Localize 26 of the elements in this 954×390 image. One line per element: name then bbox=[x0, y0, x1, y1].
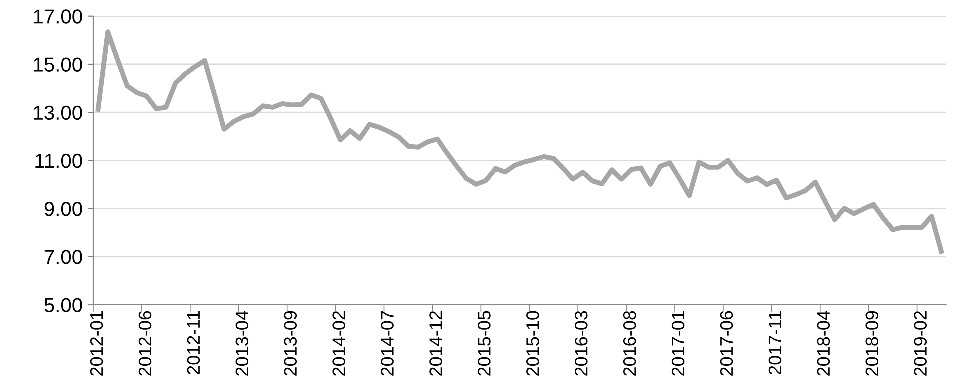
y-tick-label: 5.00 bbox=[44, 298, 82, 312]
x-tick-label: 2019-02 bbox=[914, 311, 927, 376]
x-tick-label: 2018-09 bbox=[866, 311, 879, 376]
y-tick-label: 15.00 bbox=[34, 58, 82, 72]
y-tick-label: 13.00 bbox=[34, 106, 82, 120]
x-tick-label: 2018-04 bbox=[817, 311, 830, 376]
x-tick-label: 2017-11 bbox=[768, 311, 782, 375]
x-tick-label: 2016-03 bbox=[574, 311, 588, 376]
x-tick-label: 2013-09 bbox=[284, 311, 298, 376]
x-tick-label: 2015-05 bbox=[478, 311, 491, 376]
x-tick-label: 2017-01 bbox=[672, 311, 685, 376]
x-tick-label: 2013-04 bbox=[236, 311, 249, 376]
x-tick-label: 2014-02 bbox=[332, 311, 346, 376]
y-tick-label: 17.00 bbox=[34, 10, 82, 24]
x-tick-label: 2012-11 bbox=[187, 311, 200, 375]
y-tick-label: 9.00 bbox=[44, 202, 82, 216]
line-series bbox=[96, 30, 944, 254]
y-tick-label: 11.00 bbox=[36, 154, 82, 168]
x-tick-label: 2016-08 bbox=[623, 311, 636, 376]
x-tick-label: 2014-12 bbox=[430, 311, 442, 376]
x-tick-label: 2014-07 bbox=[381, 311, 394, 376]
x-tick-label: 2012-01 bbox=[90, 311, 104, 376]
x-tick-label: 2015-10 bbox=[526, 311, 540, 376]
y-tick-label: 7.00 bbox=[44, 250, 82, 264]
x-tick-label: 2012-06 bbox=[138, 311, 152, 376]
x-tick-label: 2017-06 bbox=[720, 311, 734, 376]
